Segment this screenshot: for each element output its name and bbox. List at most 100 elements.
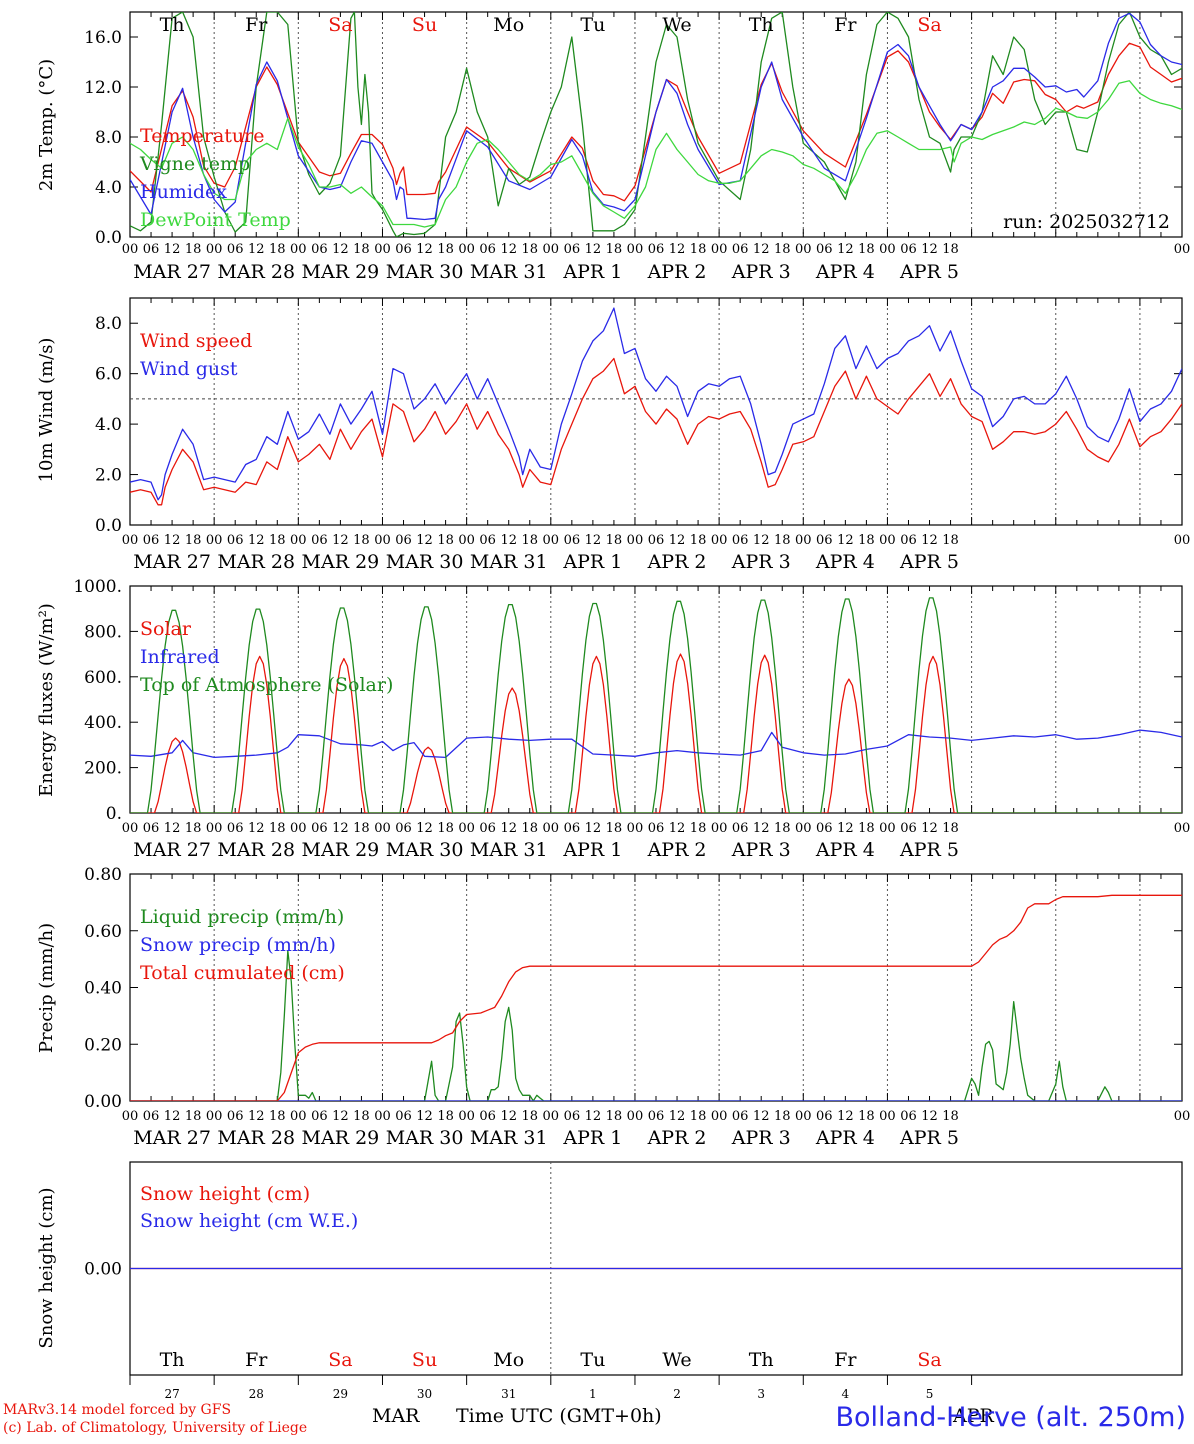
weekday-label: Sa xyxy=(917,1349,941,1371)
x-date-label: MAR 28 xyxy=(217,1127,295,1149)
x-hour-label: 06 xyxy=(395,533,412,548)
x-hour-label: 12 xyxy=(500,533,517,548)
y-tick-label: 600. xyxy=(84,668,122,688)
x-hour-label: 06 xyxy=(311,533,328,548)
y-tick-label: 400. xyxy=(84,713,122,733)
x-hour-label: 18 xyxy=(437,821,454,836)
x-hour-label: 00 xyxy=(458,821,475,836)
x-hour-label: 12 xyxy=(248,821,265,836)
x-hour-label: 06 xyxy=(564,242,581,257)
y-axis-label: Energy fluxes (W/m²) xyxy=(36,603,57,797)
x-hour-label: 12 xyxy=(837,1109,854,1124)
x-hour-label: 12 xyxy=(585,821,602,836)
weekday-label: Mo xyxy=(493,14,524,36)
x-date-label: MAR 31 xyxy=(470,1127,548,1149)
y-tick-label: 0.40 xyxy=(84,979,122,999)
series-line-liquid-precip-mm-h- xyxy=(130,949,1182,1101)
x-date-label: APR 1 xyxy=(562,261,622,283)
x-hour-label: 12 xyxy=(837,821,854,836)
x-hour-label: 00 xyxy=(290,1109,307,1124)
x-hour-label: 12 xyxy=(416,1109,433,1124)
x-hour-label: 06 xyxy=(648,533,665,548)
weekday-label: Fr xyxy=(834,1349,857,1371)
y-tick-label: 12.0 xyxy=(84,78,122,98)
x-hour-label: 06 xyxy=(311,242,328,257)
x-date-label: MAR 27 xyxy=(133,839,211,861)
x-hour-label: 12 xyxy=(669,1109,686,1124)
x-hour-label: 12 xyxy=(416,242,433,257)
run-label: run: 2025032712 xyxy=(1003,211,1170,233)
panel-frame xyxy=(129,585,1183,814)
x-hour-label: 12 xyxy=(164,821,181,836)
x-date-label: APR 3 xyxy=(731,551,791,573)
x-date-label: MAR 30 xyxy=(386,551,464,573)
x-hour-label: 18 xyxy=(269,242,286,257)
x-date-label: MAR 30 xyxy=(386,261,464,283)
x-hour-label: 00 xyxy=(374,1109,391,1124)
x-hour-label: 00 xyxy=(1174,1109,1191,1124)
x-hour-label: 18 xyxy=(353,1109,370,1124)
y-axis-label: 10m Wind (m/s) xyxy=(36,338,57,483)
x-hour-label: 06 xyxy=(227,242,244,257)
y-tick-label: 0. xyxy=(106,804,122,824)
x-date-label: APR 4 xyxy=(815,1127,875,1149)
x-date-label: MAR 31 xyxy=(470,261,548,283)
x-hour-label: 18 xyxy=(774,821,791,836)
x-date-label: APR 4 xyxy=(815,839,875,861)
x-hour-label: 18 xyxy=(353,242,370,257)
x-hour-label: 00 xyxy=(711,1109,728,1124)
x-hour-label: 00 xyxy=(711,821,728,836)
x-hour-label: 18 xyxy=(690,242,707,257)
y-tick-label: 4.0 xyxy=(95,178,122,198)
x-hour-label: 06 xyxy=(395,1109,412,1124)
x-date-label: APR 5 xyxy=(899,261,959,283)
x-date-label: MAR 28 xyxy=(217,261,295,283)
x-hour-label: 06 xyxy=(900,533,917,548)
x-hour-label: 00 xyxy=(122,821,139,836)
x-hour-label: 18 xyxy=(521,1109,538,1124)
x-date-label: MAR 29 xyxy=(302,551,380,573)
x-hour-label: 06 xyxy=(479,242,496,257)
legend-entry: Solar xyxy=(140,618,192,640)
legend-entry: Wind speed xyxy=(140,330,252,352)
x-hour-label: 18 xyxy=(185,533,202,548)
weekday-label: Tu xyxy=(580,1349,605,1371)
x-date-label: APR 2 xyxy=(647,551,707,573)
y-tick-label: 8.0 xyxy=(95,128,122,148)
x-hour-label: 00 xyxy=(206,533,223,548)
legend-entry: Vigne temp xyxy=(139,153,250,175)
legend-entry: Wind gust xyxy=(140,358,238,380)
x-hour-label: 06 xyxy=(816,1109,833,1124)
x-date-label: APR 4 xyxy=(815,551,875,573)
x-hour-label: 18 xyxy=(606,821,623,836)
x-hour-label: 00 xyxy=(795,533,812,548)
weekday-label: Fr xyxy=(834,14,857,36)
x-date-label: APR 3 xyxy=(731,839,791,861)
x-hour-label: 06 xyxy=(143,1109,160,1124)
x-hour-label: 00 xyxy=(1174,533,1191,548)
y-tick-label: 0.0 xyxy=(95,516,122,536)
day-number-label: 2 xyxy=(673,1387,681,1401)
y-tick-label: 8.0 xyxy=(95,314,122,334)
weekday-label: Fr xyxy=(245,1349,268,1371)
legend-entry: Humidex xyxy=(140,181,227,203)
y-tick-label: 0.00 xyxy=(84,1260,122,1280)
weekday-label: Th xyxy=(749,14,774,36)
x-hour-label: 12 xyxy=(837,533,854,548)
x-hour-label: 18 xyxy=(858,533,875,548)
y-tick-label: 0.00 xyxy=(84,1092,122,1112)
x-hour-label: 12 xyxy=(921,533,938,548)
x-hour-label: 06 xyxy=(311,821,328,836)
x-hour-label: 12 xyxy=(669,533,686,548)
legend-entry: Snow precip (mm/h) xyxy=(140,934,336,956)
y-tick-label: 6.0 xyxy=(95,365,122,385)
day-number-label: 30 xyxy=(417,1387,432,1401)
x-hour-label: 18 xyxy=(858,242,875,257)
x-hour-label: 00 xyxy=(879,821,896,836)
x-hour-label: 12 xyxy=(500,1109,517,1124)
y-tick-label: 800. xyxy=(84,622,122,642)
series-line-wind-speed xyxy=(130,357,1182,506)
x-hour-label: 18 xyxy=(858,1109,875,1124)
x-hour-label: 18 xyxy=(353,821,370,836)
x-hour-label: 12 xyxy=(753,1109,770,1124)
